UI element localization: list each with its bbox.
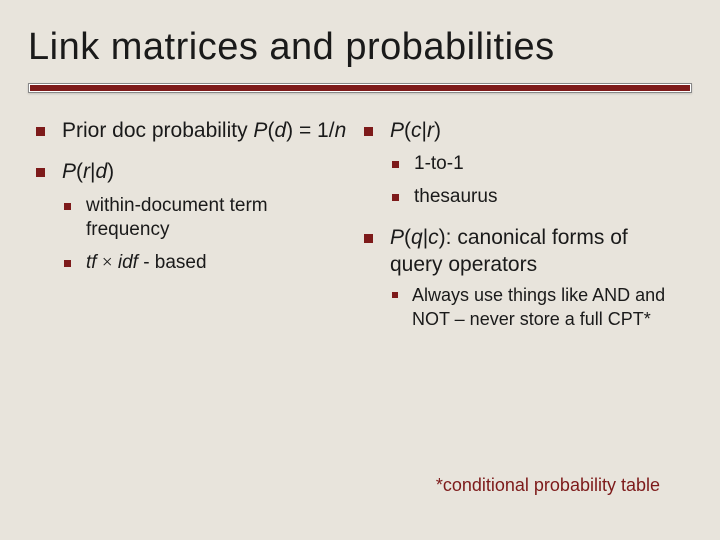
slide: Link matrices and probabilities Prior do… [0,0,720,540]
var-p: P [390,226,404,249]
text: - based [143,252,206,273]
left-column: Prior doc probability P(d) = 1/n P(r|d) … [36,117,356,345]
bullet-prior-doc: Prior doc probability P(d) = 1/n [36,117,356,144]
var-q: q [411,226,423,249]
sub-thesaurus: thesaurus [390,185,684,210]
var-p: P [62,160,76,183]
var-c: c [411,119,422,142]
var-n: n [335,119,347,142]
var-p: P [390,119,404,142]
text: ( [404,226,411,249]
times-symbol: × [102,252,113,273]
text: ) [107,160,114,183]
text: ) [439,226,446,249]
right-column: P(c|r) 1-to-1 thesaurus P(q|c): canonica… [364,117,684,345]
content-columns: Prior doc probability P(d) = 1/n P(r|d) … [0,93,720,345]
sub-cpt-note: Always use things like AND and NOT – nev… [390,284,684,331]
var-r: r [427,119,434,142]
text: ) [434,119,441,142]
text: Prior doc probability [62,119,253,142]
var-d: d [95,160,107,183]
sub-tfidf: tf × idf - based [62,251,356,276]
bullet-p-q-c: P(q|c): canonical forms of query operato… [364,224,684,331]
slide-title: Link matrices and probabilities [0,0,720,83]
sub-1to1: 1-to-1 [390,152,684,177]
var-d: d [274,119,286,142]
sub-within-doc: within-document term frequency [62,194,356,243]
bullet-p-c-r: P(c|r) 1-to-1 thesaurus [364,117,684,210]
var-c: c [428,226,439,249]
bullet-p-r-d: P(r|d) within-document term frequency tf… [36,158,356,275]
var-idf: idf [113,252,144,273]
footnote: *conditional probability table [436,475,660,496]
text: ) = 1/ [286,119,334,142]
var-r: r [83,160,90,183]
var-p: P [253,119,267,142]
text: ( [404,119,411,142]
var-tf: tf [86,252,102,273]
text: ( [76,160,83,183]
title-rule [0,83,720,93]
